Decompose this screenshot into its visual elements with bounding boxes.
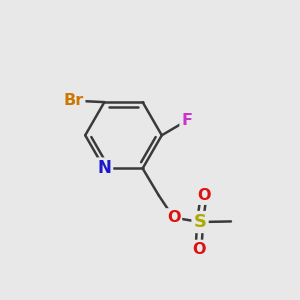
- Text: Br: Br: [63, 93, 84, 108]
- Text: S: S: [194, 213, 207, 231]
- Text: N: N: [98, 159, 111, 177]
- Text: O: O: [192, 242, 205, 256]
- Text: O: O: [167, 210, 180, 225]
- Text: O: O: [197, 188, 210, 203]
- Text: F: F: [181, 113, 192, 128]
